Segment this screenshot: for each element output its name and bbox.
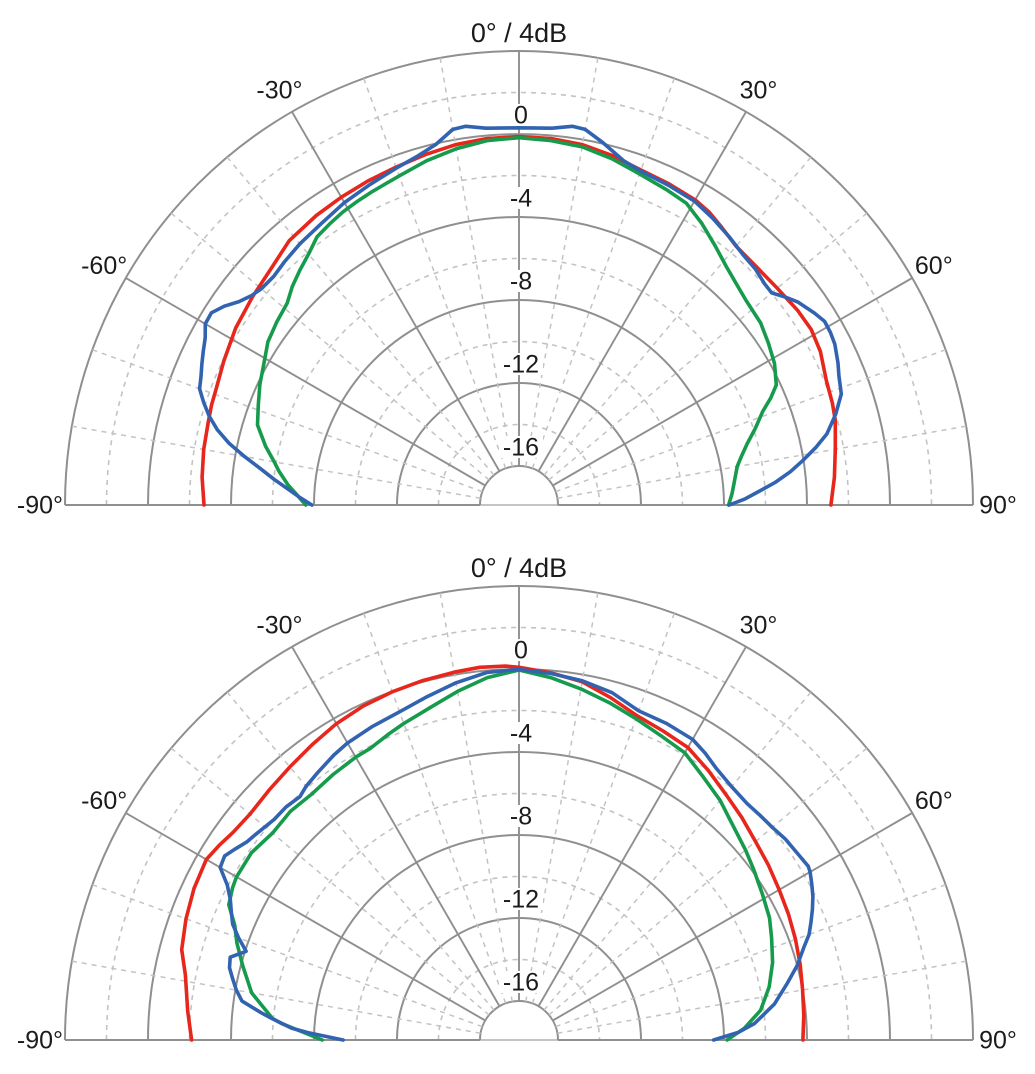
grid-radial-dashed--40deg <box>226 156 495 476</box>
angle-label--30deg: -30° <box>256 612 302 640</box>
ring-label-mask <box>505 270 537 292</box>
grid-radial-solid--60deg <box>125 812 486 1022</box>
grid-radial-solid-60deg <box>552 277 913 487</box>
grid-ring-dashed-2dB <box>105 626 933 1041</box>
polar-chart-1: 0 -4 -8 -12 -16 -90° -60° -30° 30° 60° 90° 0° / 4dB <box>17 18 1017 520</box>
angle-label--60deg: -60° <box>81 787 127 815</box>
ring-label-mask <box>511 639 531 661</box>
ring-label--12dB: -12 <box>503 351 539 379</box>
grid-radial-solid--30deg <box>291 111 501 472</box>
grid-radial-solid-30deg <box>537 646 747 1007</box>
angle-label--60deg: -60° <box>81 252 127 280</box>
grid-ring-dashed--6dB <box>271 792 767 1041</box>
ring-label-0dB: 0 <box>514 102 528 130</box>
ring-label--8dB: -8 <box>510 268 532 296</box>
ring-label-0dB: 0 <box>514 637 528 665</box>
chart-title: 0° / 4dB <box>471 18 567 48</box>
blue-curve <box>218 667 815 1042</box>
blue-curve <box>197 124 844 507</box>
ring-label--16dB: -16 <box>503 969 539 997</box>
red-curve <box>200 134 838 507</box>
ring-label-mask <box>505 722 537 744</box>
green-curve <box>255 135 779 507</box>
grid-ring-dashed--10dB <box>354 340 684 506</box>
angle-label-90deg: 90° <box>979 492 1017 520</box>
ring-label-mask <box>505 805 537 827</box>
ring-label-mask <box>511 104 531 126</box>
red-curve <box>179 664 806 1042</box>
ring-label-mask <box>499 971 543 993</box>
angle-label-30deg: 30° <box>740 612 778 640</box>
chart-title: 0° / 4dB <box>471 553 567 583</box>
ring-label-mask <box>499 353 543 375</box>
grid-ring-dashed-2dB <box>105 91 933 506</box>
grid-radial-solid-30deg <box>537 111 747 472</box>
ring-label-mask <box>499 436 543 458</box>
ring-label--4dB: -4 <box>510 720 532 748</box>
grid-radial-solid-60deg <box>552 812 913 1022</box>
ring-label-mask <box>499 888 543 910</box>
ring-label-mask <box>505 187 537 209</box>
ring-label--12dB: -12 <box>503 886 539 914</box>
polar-chart-2: 0 -4 -8 -12 -16 -90° -60° -30° 30° 60° 90° 0° / 4dB <box>17 553 1017 1055</box>
angle-label-60deg: 60° <box>915 787 953 815</box>
grid-radial-solid--30deg <box>291 646 501 1007</box>
grid-radial-dashed-40deg <box>543 156 812 476</box>
grid-ring-dashed--10dB <box>354 875 684 1041</box>
angle-label-30deg: 30° <box>740 77 778 105</box>
angle-label-60deg: 60° <box>915 252 953 280</box>
angle-label--90deg: -90° <box>17 1027 63 1055</box>
ring-label--16dB: -16 <box>503 434 539 462</box>
grid-radial-solid--60deg <box>125 277 486 487</box>
grid-radial-dashed--50deg <box>170 212 490 481</box>
ring-label--4dB: -4 <box>510 185 532 213</box>
angle-label--30deg: -30° <box>256 77 302 105</box>
grid-radial-dashed--40deg <box>226 691 495 1011</box>
ring-label--8dB: -8 <box>510 803 532 831</box>
angle-label--90deg: -90° <box>17 492 63 520</box>
grid-ring-dashed--6dB <box>271 257 767 506</box>
angle-label-90deg: 90° <box>979 1027 1017 1055</box>
